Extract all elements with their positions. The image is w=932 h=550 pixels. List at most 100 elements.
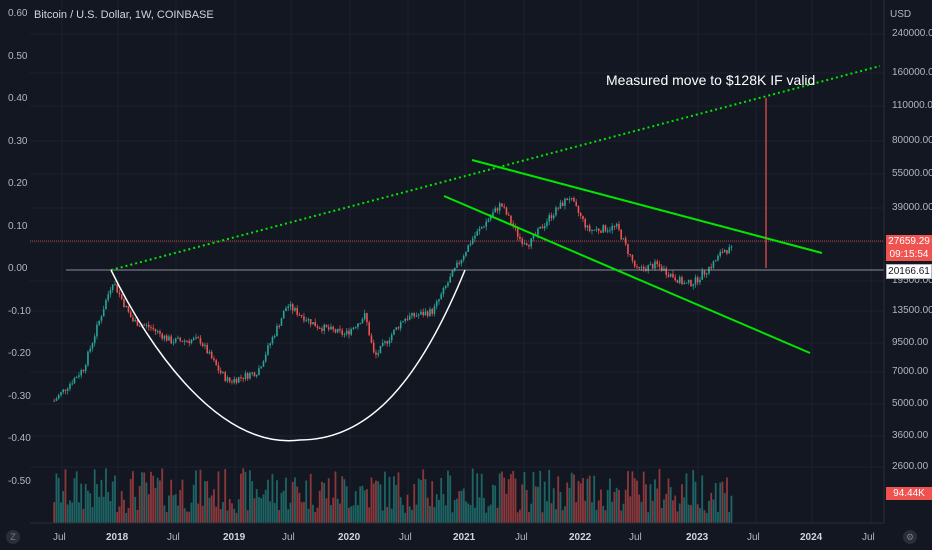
time-axis-tick: 2023 <box>686 532 709 543</box>
volume-bar <box>705 512 708 523</box>
candle-body <box>566 198 569 201</box>
volume-bar <box>431 481 434 523</box>
candle-body <box>642 266 645 269</box>
candle-body <box>595 228 598 230</box>
volume-bar <box>363 490 366 523</box>
candle-body <box>199 337 202 344</box>
volume-bar <box>350 506 353 523</box>
volume-bar <box>210 495 213 523</box>
candle-body <box>111 284 114 290</box>
candle-body <box>548 215 551 222</box>
candle-body <box>120 294 123 300</box>
volume-bars <box>53 468 733 523</box>
volume-bar <box>204 481 206 523</box>
candle-body <box>354 327 357 329</box>
candle-body <box>363 313 366 320</box>
candle-body <box>352 327 355 330</box>
volume-bar <box>604 510 607 523</box>
volume-bar <box>231 503 233 523</box>
candle-body <box>422 311 425 316</box>
volume-bar <box>620 510 623 523</box>
volume-bar <box>199 469 202 523</box>
volume-badge: 94.44K <box>886 487 932 500</box>
volume-bar <box>228 499 231 523</box>
volume-bar <box>483 498 485 523</box>
candle-body <box>609 230 611 232</box>
volume-bar <box>667 478 670 523</box>
volume-bar <box>201 505 204 523</box>
volume-bar <box>613 491 616 523</box>
candle-body <box>327 327 330 330</box>
candle-body <box>125 306 128 308</box>
volume-bar <box>474 507 476 523</box>
candle-body <box>665 268 668 275</box>
zoom-reset-button[interactable]: Z <box>6 530 20 544</box>
volume-bar <box>537 486 539 523</box>
volume-bar <box>219 509 222 523</box>
candle-body <box>273 336 276 338</box>
volume-bar <box>690 504 692 523</box>
time-axis-tick: 2018 <box>106 532 129 543</box>
candle-body <box>105 300 107 310</box>
candle-body <box>717 255 719 261</box>
candle-body <box>224 372 227 381</box>
candle-body <box>183 340 186 342</box>
candle-body <box>280 318 283 326</box>
volume-bar <box>683 497 686 523</box>
volume-bar <box>222 502 224 523</box>
volume-bar <box>66 504 69 523</box>
candle-body <box>420 311 422 315</box>
volume-bar <box>177 505 179 523</box>
gear-icon[interactable]: ⚙ <box>903 530 917 544</box>
candle-body <box>300 314 303 317</box>
candle-body <box>82 370 85 372</box>
candle-body <box>361 319 364 324</box>
candle-body <box>298 314 301 316</box>
candle-body <box>305 320 308 322</box>
candle-body <box>651 264 654 269</box>
volume-bar <box>494 485 497 523</box>
volume-bar <box>636 480 638 523</box>
candle-body <box>550 215 553 219</box>
candle-body <box>278 325 281 327</box>
candle-body <box>528 245 530 247</box>
cup-curve <box>110 269 466 442</box>
candle-body <box>114 284 116 286</box>
candle-body <box>705 273 708 275</box>
volume-bar <box>287 509 290 523</box>
volume-bar <box>309 473 312 523</box>
volume-bar <box>100 479 103 523</box>
volume-bar <box>703 510 706 523</box>
volume-bar <box>561 510 564 523</box>
volume-bar <box>411 509 413 523</box>
candle-body <box>660 266 663 271</box>
candle-body <box>730 246 733 248</box>
candle-body <box>64 389 67 391</box>
candle-body <box>152 327 155 329</box>
right-axis-tick: 110000.00 <box>892 100 932 111</box>
left-axis-tick: 0.20 <box>8 178 28 189</box>
candle-body <box>714 260 717 262</box>
volume-bar <box>262 494 265 523</box>
candle-body <box>633 260 636 267</box>
candle-body <box>303 316 305 321</box>
volume-bar <box>224 469 227 523</box>
candle-body <box>726 250 728 254</box>
volume-bar <box>325 498 328 523</box>
candle-body <box>136 320 139 326</box>
volume-bar <box>321 481 323 523</box>
volume-bar <box>582 478 584 523</box>
volume-bar <box>280 492 283 523</box>
volume-bar <box>57 477 60 523</box>
candle-body <box>487 219 490 222</box>
candle-body <box>309 319 312 325</box>
volume-bar <box>710 492 713 523</box>
candle-body <box>469 243 472 246</box>
candle-body <box>620 229 623 240</box>
candle-body <box>460 259 463 264</box>
volume-bar <box>69 500 71 523</box>
last-price-badge: 27659.29 <box>886 235 932 248</box>
candle-body <box>253 372 256 377</box>
volume-bar <box>233 508 236 523</box>
